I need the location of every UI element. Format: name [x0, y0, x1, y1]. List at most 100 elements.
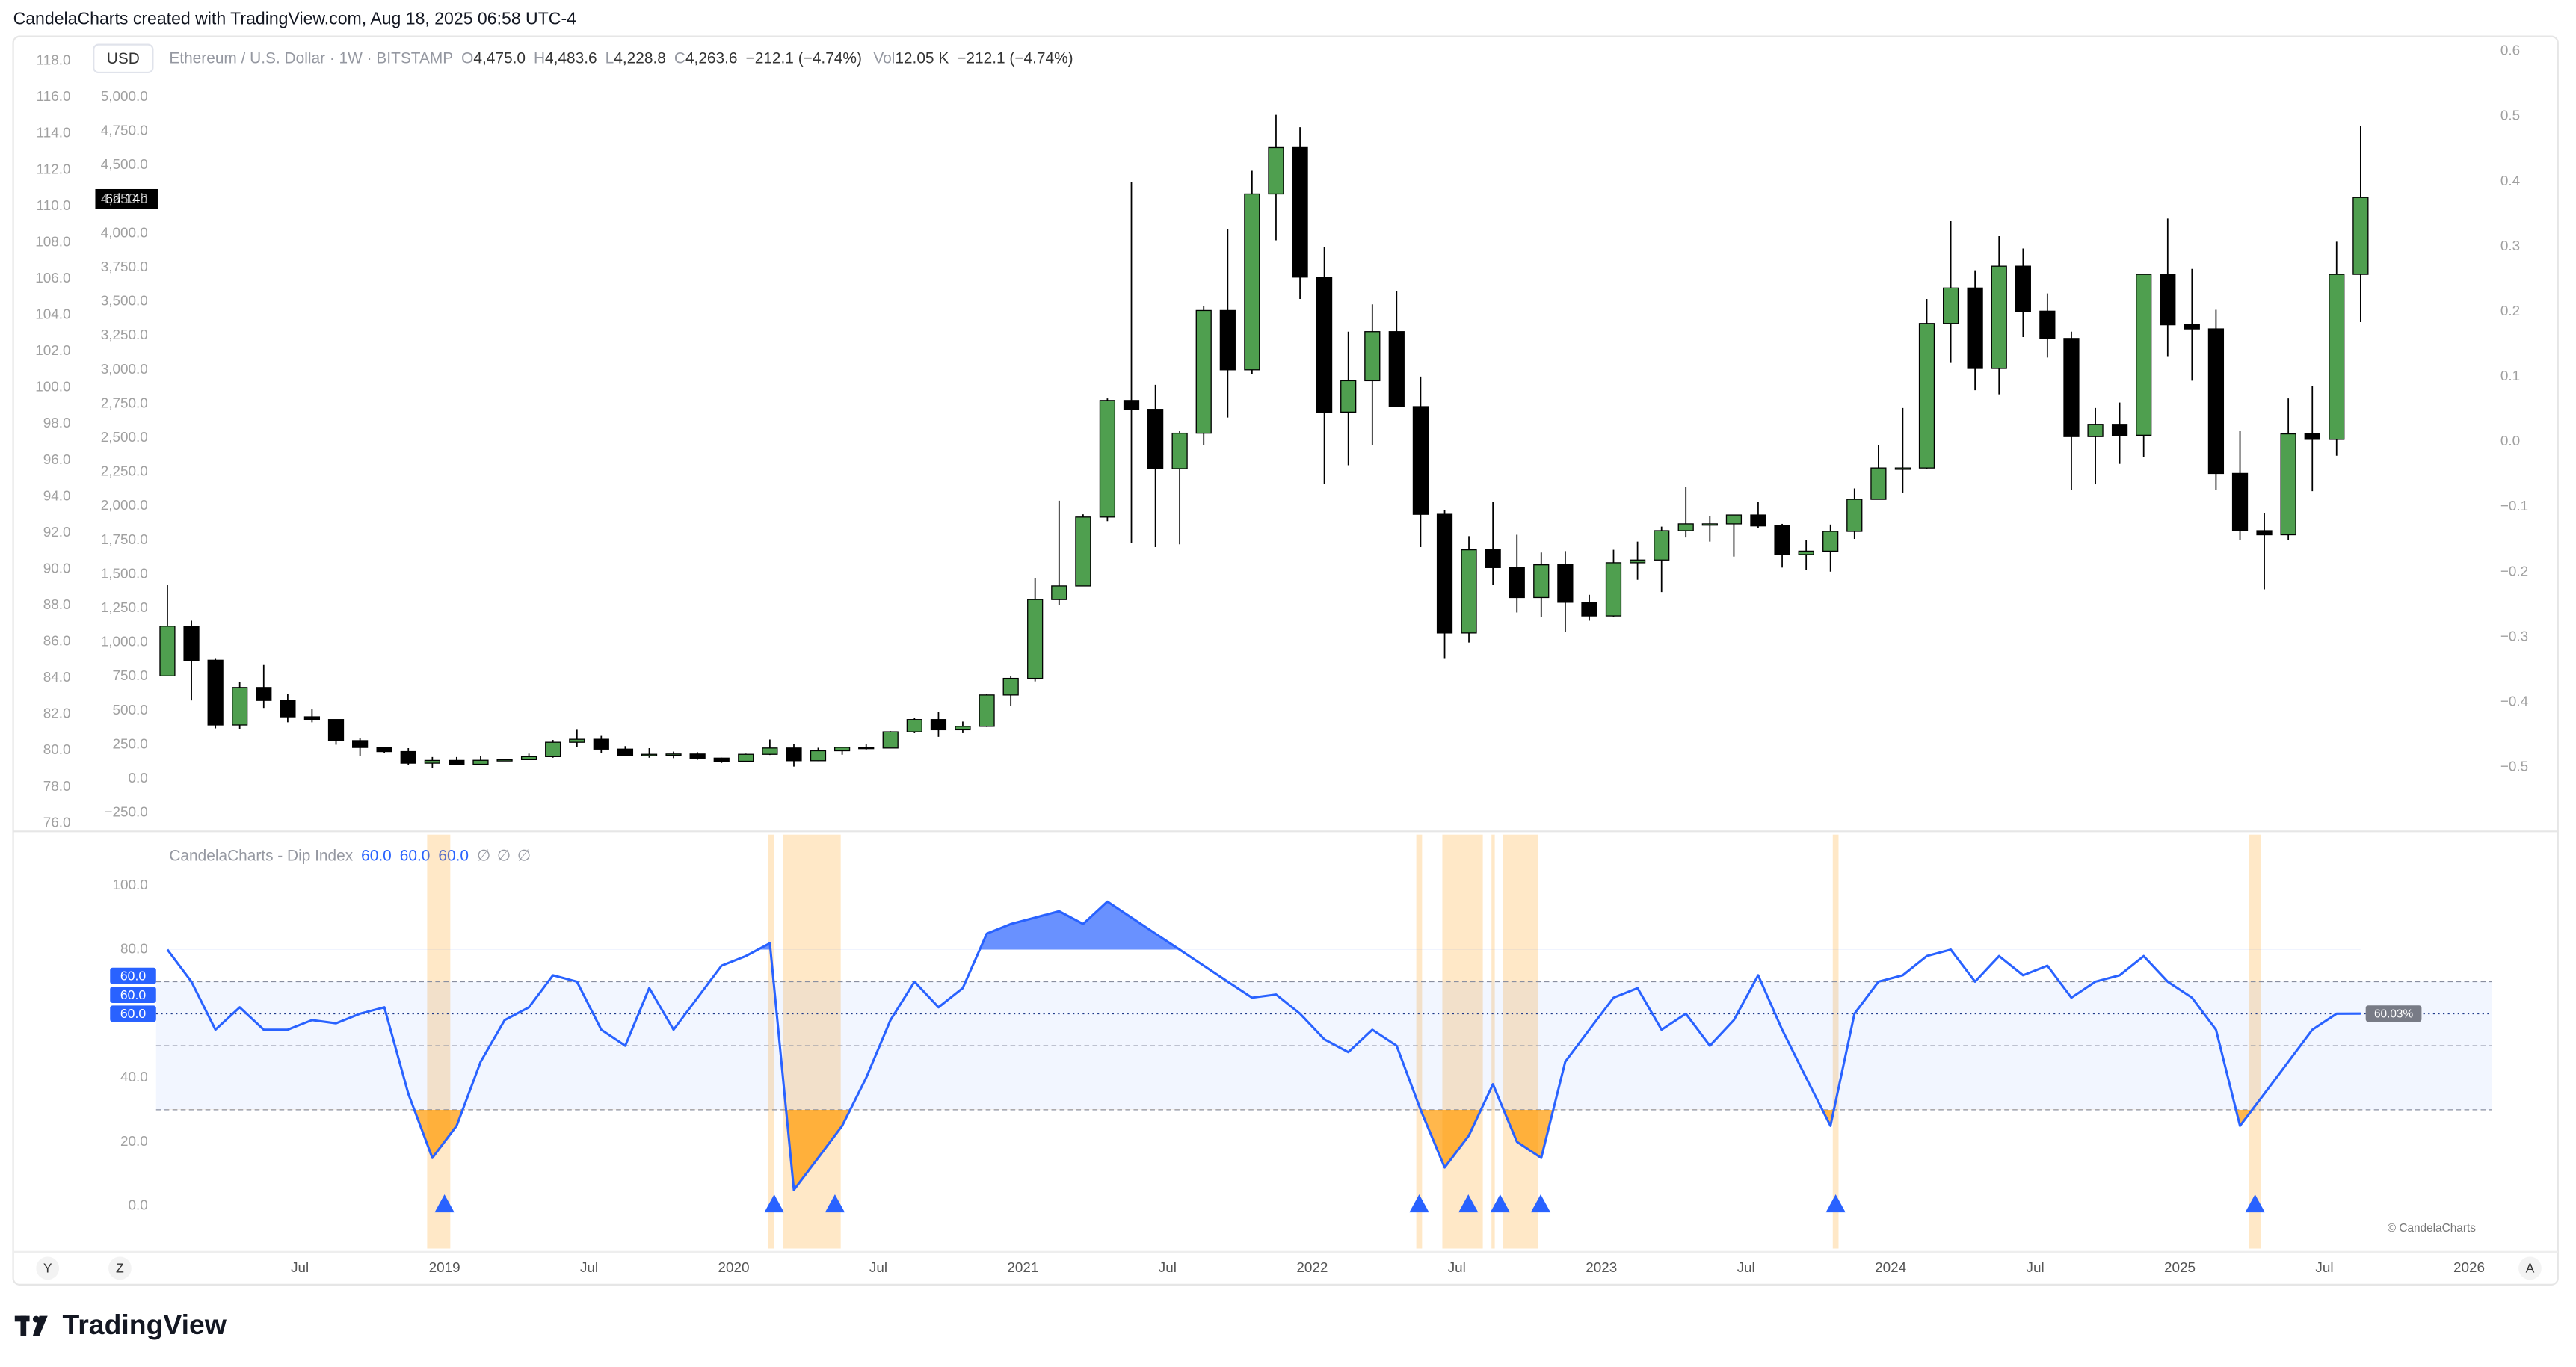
ohlc-label: H [534, 49, 545, 67]
overlay-tick-label: 96.0 [43, 452, 71, 468]
candle-body [303, 716, 321, 720]
candle-body [1870, 467, 1887, 500]
candle-body [2160, 274, 2176, 326]
candle-body [376, 747, 392, 753]
y-tick-label: 100.0 [113, 877, 148, 893]
y-tick-label: 3,500.0 [101, 294, 148, 309]
overlay-tick-label: 98.0 [43, 416, 71, 431]
candle-body [1171, 432, 1188, 469]
candle-body [2329, 274, 2345, 440]
overlay-tick-label: 84.0 [43, 670, 71, 685]
candle-body [1316, 277, 1333, 413]
overlay-tick-label: 108.0 [35, 234, 70, 250]
candle-body [232, 687, 248, 726]
y2-tick-label: −0.2 [2500, 564, 2528, 579]
volume-change: −212.1 (−4.74%) [957, 49, 1073, 67]
x-tick-label: Jul [1737, 1260, 1755, 1276]
x-tick-label: 2024 [1875, 1260, 1906, 1276]
candle-body [569, 738, 585, 743]
signal-marker [1530, 1194, 1551, 1213]
button-bg[interactable] [108, 1256, 132, 1280]
candle-body [2352, 197, 2369, 275]
candle-body [1292, 146, 1308, 278]
candle-body [159, 626, 176, 676]
y-tick-label: 0.0 [129, 1197, 148, 1213]
candle-body [2063, 338, 2080, 437]
y2-tick-label: 0.0 [2500, 433, 2520, 449]
button[interactable]: A [2526, 1261, 2535, 1276]
signal-marker [2245, 1194, 2265, 1213]
candle-body [713, 757, 730, 762]
candle-body [1027, 599, 1044, 679]
ohlc-value: 4,228.8 [614, 49, 666, 67]
legend-extra: ∅ [517, 847, 531, 864]
candle-body [2280, 433, 2296, 536]
y-tick-label: 4,500.0 [101, 157, 148, 173]
candle-body [1774, 525, 1790, 555]
y-tick-label: 80.0 [120, 942, 148, 957]
x-tick-label: 2019 [429, 1260, 460, 1276]
ohlc-value: 4,263.6 [685, 49, 738, 67]
level-badge [110, 1005, 156, 1022]
overlay-tick-label: 88.0 [43, 597, 71, 613]
overlay-tick-label: 90.0 [43, 561, 71, 576]
y2-tick-label: −0.4 [2500, 694, 2528, 709]
ohlc-label: L [606, 49, 614, 67]
candle-body [1846, 499, 1863, 532]
candle-body [1677, 523, 1694, 531]
overlay-tick-label: 94.0 [43, 488, 71, 504]
level-badge [110, 967, 156, 984]
y-tick-label: 2,250.0 [101, 464, 148, 480]
button-bg[interactable] [2518, 1256, 2542, 1280]
candle-body [1147, 409, 1164, 469]
candle-body [786, 747, 802, 762]
signal-marker [764, 1194, 784, 1213]
button-bg[interactable] [36, 1256, 60, 1280]
indicator-legend: CandelaCharts - Dip Index 60.0 60.0 60.0 ∅ ∅ ∅ [169, 847, 531, 864]
candle-body [810, 750, 827, 762]
y-tick-label: 3,000.0 [101, 362, 148, 377]
candle-body [1075, 516, 1091, 587]
candle-body [1725, 514, 1743, 525]
candle-body [762, 747, 778, 755]
signal-highlight [427, 834, 451, 1249]
candle-body [1750, 514, 1766, 527]
y-tick-label: 4,000.0 [101, 225, 148, 241]
y2-tick-label: −0.3 [2500, 629, 2528, 644]
overlay-tick-label: 102.0 [35, 343, 70, 359]
button[interactable]: Z [116, 1261, 124, 1276]
symbol-line: Ethereum / U.S. Dollar · 1W · BITSTAMP O4… [169, 49, 1073, 67]
candle-body [1461, 549, 1477, 634]
candle-body [1943, 287, 1959, 324]
y2-tick-label: −0.5 [2500, 759, 2528, 774]
candle-body [1268, 146, 1284, 195]
brand-logo [14, 1315, 48, 1336]
signal-marker [1409, 1194, 1429, 1213]
overlay-tick-label: 112.0 [37, 161, 71, 177]
candle-body [496, 759, 513, 762]
y2-tick-label: 0.6 [2500, 43, 2520, 59]
dip-index-line [166, 900, 2361, 1191]
overlay-tick-label: 80.0 [43, 742, 71, 758]
signal-highlight [1832, 834, 1839, 1249]
button[interactable]: Y [43, 1261, 52, 1276]
candle-body [833, 747, 851, 752]
currency-button[interactable] [93, 43, 154, 74]
candle-body [2087, 424, 2104, 437]
overlay-tick-label: 82.0 [43, 706, 71, 722]
y-tick-label: 1,250.0 [101, 600, 148, 616]
x-tick-label: Jul [291, 1260, 309, 1276]
countdown: 6d 14h [105, 191, 148, 206]
candle-body [955, 726, 971, 731]
candle-body [1051, 585, 1067, 600]
signal-marker [1490, 1194, 1511, 1213]
candle-body [1967, 287, 1983, 369]
y-tick-label: 750.0 [113, 668, 148, 684]
x-tick-label: 2025 [2164, 1260, 2196, 1276]
x-tick-label: Jul [1159, 1260, 1177, 1276]
candle-body [280, 700, 296, 718]
volume: 12.05 K [895, 49, 949, 67]
currency[interactable]: USD [107, 50, 140, 67]
candle-body [256, 687, 272, 701]
